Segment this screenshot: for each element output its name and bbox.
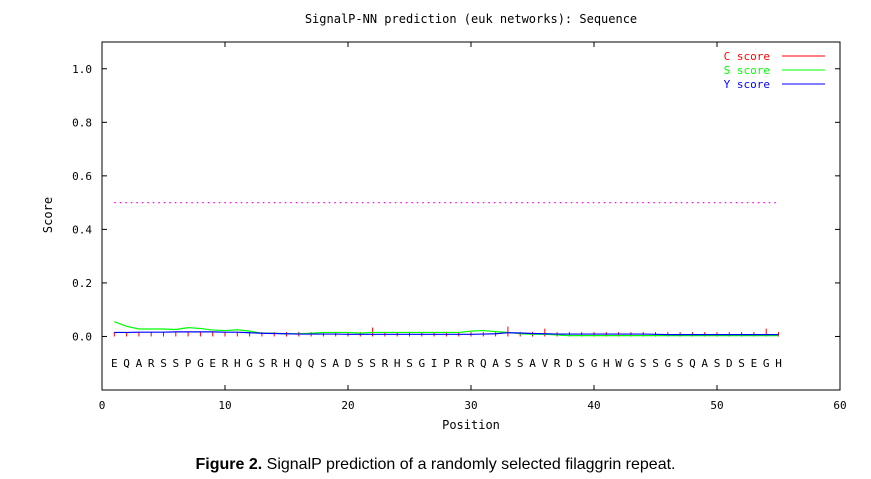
- sequence-letter: G: [197, 357, 204, 370]
- chart-title: SignalP-NN prediction (euk networks): Se…: [305, 12, 637, 26]
- sequence-letter: S: [320, 357, 327, 370]
- sequence-letter: H: [394, 357, 401, 370]
- figure-caption: Figure 2. SignalP prediction of a random…: [0, 456, 871, 474]
- sequence-letter: A: [492, 357, 499, 370]
- x-tick-label: 20: [341, 399, 354, 412]
- sequence-letter: Q: [480, 357, 487, 370]
- sequence-letter: G: [763, 357, 770, 370]
- x-tick-label: 50: [710, 399, 723, 412]
- sequence-letter: R: [222, 357, 229, 370]
- sequence-letter: E: [209, 357, 216, 370]
- sequence-letter: Q: [308, 357, 315, 370]
- sequence-letter: G: [591, 357, 598, 370]
- x-tick-label: 0: [99, 399, 106, 412]
- sequence-letter: S: [578, 357, 585, 370]
- sequence-letter: W: [615, 357, 622, 370]
- y-tick-label: 0.8: [72, 116, 92, 129]
- sequence-letter: G: [664, 357, 671, 370]
- legend-label: C score: [724, 50, 770, 63]
- figure-caption-text: SignalP prediction of a randomly selecte…: [262, 456, 676, 473]
- sequence-letter: P: [443, 357, 450, 370]
- y-axis-label: Score: [41, 197, 55, 233]
- sequence-letter: Q: [689, 357, 696, 370]
- s-score-line: [114, 321, 779, 337]
- sequence-letter: S: [677, 357, 684, 370]
- sequence-letter: R: [554, 357, 561, 370]
- sequence-letter: Q: [295, 357, 302, 370]
- legend-label: Y score: [724, 78, 770, 91]
- legend-label: S score: [724, 64, 770, 77]
- sequence-letter: V: [541, 357, 548, 370]
- sequence-letter: S: [714, 357, 721, 370]
- sequence-letter: A: [332, 357, 339, 370]
- sequence-letter: E: [751, 357, 758, 370]
- y-score-line: [114, 331, 779, 336]
- y-tick-label: 0.4: [72, 223, 92, 236]
- sequence-letter: S: [172, 357, 179, 370]
- sequence-letter: S: [357, 357, 364, 370]
- sequence-letter: A: [529, 357, 536, 370]
- plot-frame: [101, 41, 841, 391]
- x-axis-label: Position: [442, 418, 500, 432]
- sequence-letter: S: [369, 357, 376, 370]
- sequence-letter: S: [259, 357, 266, 370]
- sequence-letter: R: [468, 357, 475, 370]
- sequence-letter: H: [234, 357, 241, 370]
- sequence-letter: D: [566, 357, 573, 370]
- sequence-letter: A: [136, 357, 143, 370]
- sequence-letter: E: [111, 357, 118, 370]
- sequence-letter: G: [246, 357, 253, 370]
- sequence-letter: D: [726, 357, 733, 370]
- sequence-letter: H: [603, 357, 610, 370]
- sequence-letter: H: [775, 357, 782, 370]
- sequence-letter: G: [418, 357, 425, 370]
- sequence-letter: S: [160, 357, 167, 370]
- sequence-letter: S: [640, 357, 647, 370]
- y-tick-label: 1.0: [72, 63, 92, 76]
- sequence-letter: A: [701, 357, 708, 370]
- sequence-letter: D: [345, 357, 352, 370]
- sequence-letter: S: [505, 357, 512, 370]
- sequence-letter: I: [431, 357, 438, 370]
- sequence-letter: S: [517, 357, 524, 370]
- sequence-letter: S: [738, 357, 745, 370]
- series-lines: [113, 202, 779, 337]
- sequence-letter: R: [455, 357, 462, 370]
- x-tick-label: 30: [464, 399, 477, 412]
- sequence-letter: R: [148, 357, 155, 370]
- sequence-letter: P: [185, 357, 192, 370]
- sequence-letter: S: [652, 357, 659, 370]
- sequence-letter: S: [406, 357, 413, 370]
- y-tick-label: 0.6: [72, 170, 92, 183]
- signalp-chart: SignalP-NN prediction (euk networks): Se…: [41, 12, 847, 432]
- x-tick-label: 60: [833, 399, 846, 412]
- sequence-letter: Q: [123, 357, 130, 370]
- y-tick-label: 0.0: [72, 330, 92, 343]
- y-tick-label: 0.2: [72, 277, 92, 290]
- axis-ticks: 0.0 0.2 0.4 0.6 0.8 1.0 0 10 20 30 40 50 60: [72, 42, 847, 412]
- x-tick-label: 10: [218, 399, 231, 412]
- sequence-letter: H: [283, 357, 290, 370]
- figure-caption-label: Figure 2.: [195, 456, 263, 473]
- x-tick-label: 40: [587, 399, 600, 412]
- sequence-letter: R: [382, 357, 389, 370]
- sequence-letter: R: [271, 357, 278, 370]
- sequence-letter: G: [628, 357, 635, 370]
